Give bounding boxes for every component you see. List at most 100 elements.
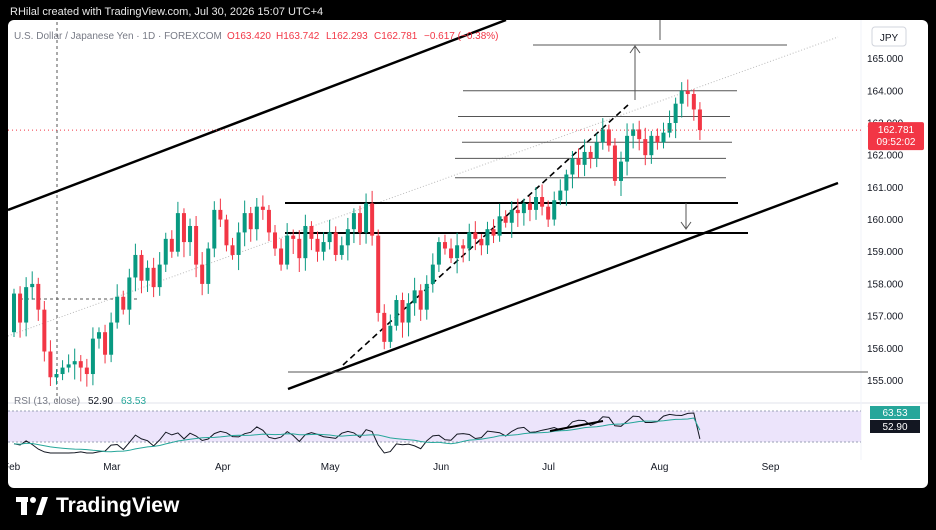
price-tick-label: 157.000 [867,312,904,323]
candle-body [394,300,399,326]
chart-frame: 165.000164.000163.000162.000161.000160.0… [8,20,928,488]
candle-body [291,235,296,239]
up-arrow-head [629,45,641,54]
candle-body [200,264,205,284]
candle-body [96,332,101,339]
price-tick-label: 162.000 [867,151,904,162]
candle-body [388,325,393,342]
price-tick-label: 165.000 [867,54,904,65]
candle-body [230,245,235,255]
candle-body [619,161,623,181]
candle-body [60,367,65,375]
candle-body [430,264,435,284]
candle-body [546,206,551,220]
candle-body [527,203,532,210]
candle-body [90,338,95,375]
candle-body [266,209,271,233]
rsi-ma-legend: 63.53 [121,396,146,407]
candle-body [679,90,684,104]
footer-brand: TradingView [56,494,180,517]
candle-body [351,213,356,230]
candle-body [279,248,284,265]
candle-body [357,213,362,233]
candle-body [442,242,447,249]
candle-body [151,267,156,288]
rsi-ma-tag-value: 63.53 [882,408,907,419]
candle-body [515,209,520,214]
last-price-value: 162.781 [878,125,915,136]
price-tick-label: 161.000 [867,183,904,194]
candle-body [339,245,344,255]
lower-channel-line [287,181,839,391]
currency-badge[interactable] [871,26,907,47]
candle-body [436,242,441,265]
rsi-legend: RSI (13, close) [14,396,80,407]
candle-body [218,209,223,220]
candle-body [236,232,241,255]
price-tick-label: 156.000 [867,344,904,355]
candles [12,79,702,387]
candle-body [582,151,587,165]
candle-body [163,238,168,265]
candle-body [552,200,557,220]
candle-body [631,129,636,136]
candle-body [242,213,247,233]
candle-body [558,190,563,201]
candle-body [540,197,545,207]
candle-body [139,254,144,281]
time-tick-label: Sep [762,462,780,473]
candle-body [667,122,672,133]
candle-body [169,238,174,252]
rsi-ma-line [13,417,701,453]
candle-body [212,209,217,249]
candle-body [655,135,660,143]
rsi-divergence-line [549,420,604,432]
candle-body [345,229,350,246]
candle-body [479,238,484,246]
ohlc-change: −0.617 (−0.38%) [424,31,499,42]
chart-canvas[interactable]: 165.000164.000163.000162.000161.000160.0… [8,20,928,488]
time-tick-label: Jun [433,462,449,473]
candle-body [625,135,630,162]
candle-body [406,303,411,323]
down-arrow-head [680,221,692,230]
candle-body [206,248,211,284]
candle-body [691,94,696,110]
candle-body [285,235,290,265]
time-tick-label: Feb [8,462,21,473]
candle-body [297,238,302,259]
candle-body [455,245,460,259]
candle-body [309,225,314,239]
candle-body [576,158,581,165]
candle-body [600,129,605,143]
candle-body [588,151,593,159]
candle-body [461,245,466,249]
candle-body [467,232,472,249]
candle-body [418,290,423,310]
candle-body [12,293,16,333]
time-tick-label: Jul [542,462,555,473]
candle-body [303,225,308,259]
candle-body [485,229,490,246]
candle-body [424,283,429,310]
candle-body [612,145,617,181]
candle-body [18,293,23,323]
drawings [8,20,868,391]
ohlc-close: C162.781 [374,31,418,42]
candle-body [145,267,150,281]
price-tick-label: 155.000 [867,376,904,387]
candle-body [188,225,193,243]
candle-body [66,364,71,368]
currency-badge-label[interactable]: JPY [880,33,899,44]
candle-body [48,351,53,378]
time-tick-label: May [321,462,340,473]
credit-text: RHilal created with TradingView.com, Jul… [10,6,324,18]
candle-body [254,206,259,230]
candle-body [503,216,508,223]
candle-body [570,158,575,175]
price-axis: 165.000164.000163.000162.000161.000160.0… [867,54,904,387]
upper-channel-line [8,20,507,212]
price-tick-label: 164.000 [867,86,904,97]
candle-body [643,139,648,156]
candle-body [273,232,278,249]
